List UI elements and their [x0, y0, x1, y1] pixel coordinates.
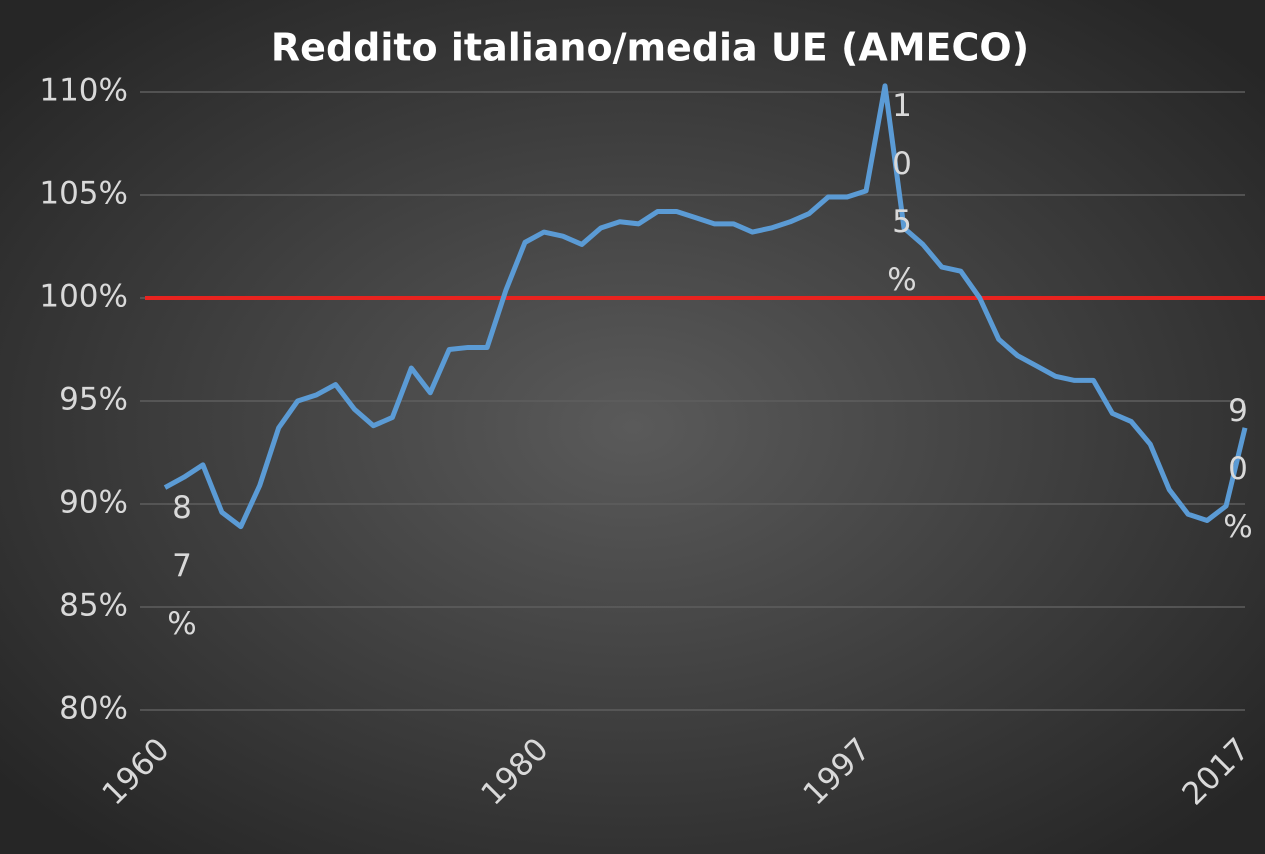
y-tick-label: 100%: [39, 279, 128, 315]
annotation: 105%: [884, 88, 920, 320]
y-tick-label: 95%: [59, 382, 128, 418]
y-tick-label: 110%: [39, 73, 128, 109]
chart-title: Reddito italiano/media UE (AMECO): [271, 26, 1029, 70]
annotation: 90%: [1220, 393, 1256, 567]
y-tick-label: 90%: [59, 485, 128, 521]
y-tick-label: 85%: [59, 588, 128, 624]
data-line: [163, 83, 1248, 530]
y-tick-label: 80%: [59, 691, 128, 727]
y-tick-label: 105%: [39, 176, 128, 212]
annotation: 87%: [164, 490, 200, 664]
